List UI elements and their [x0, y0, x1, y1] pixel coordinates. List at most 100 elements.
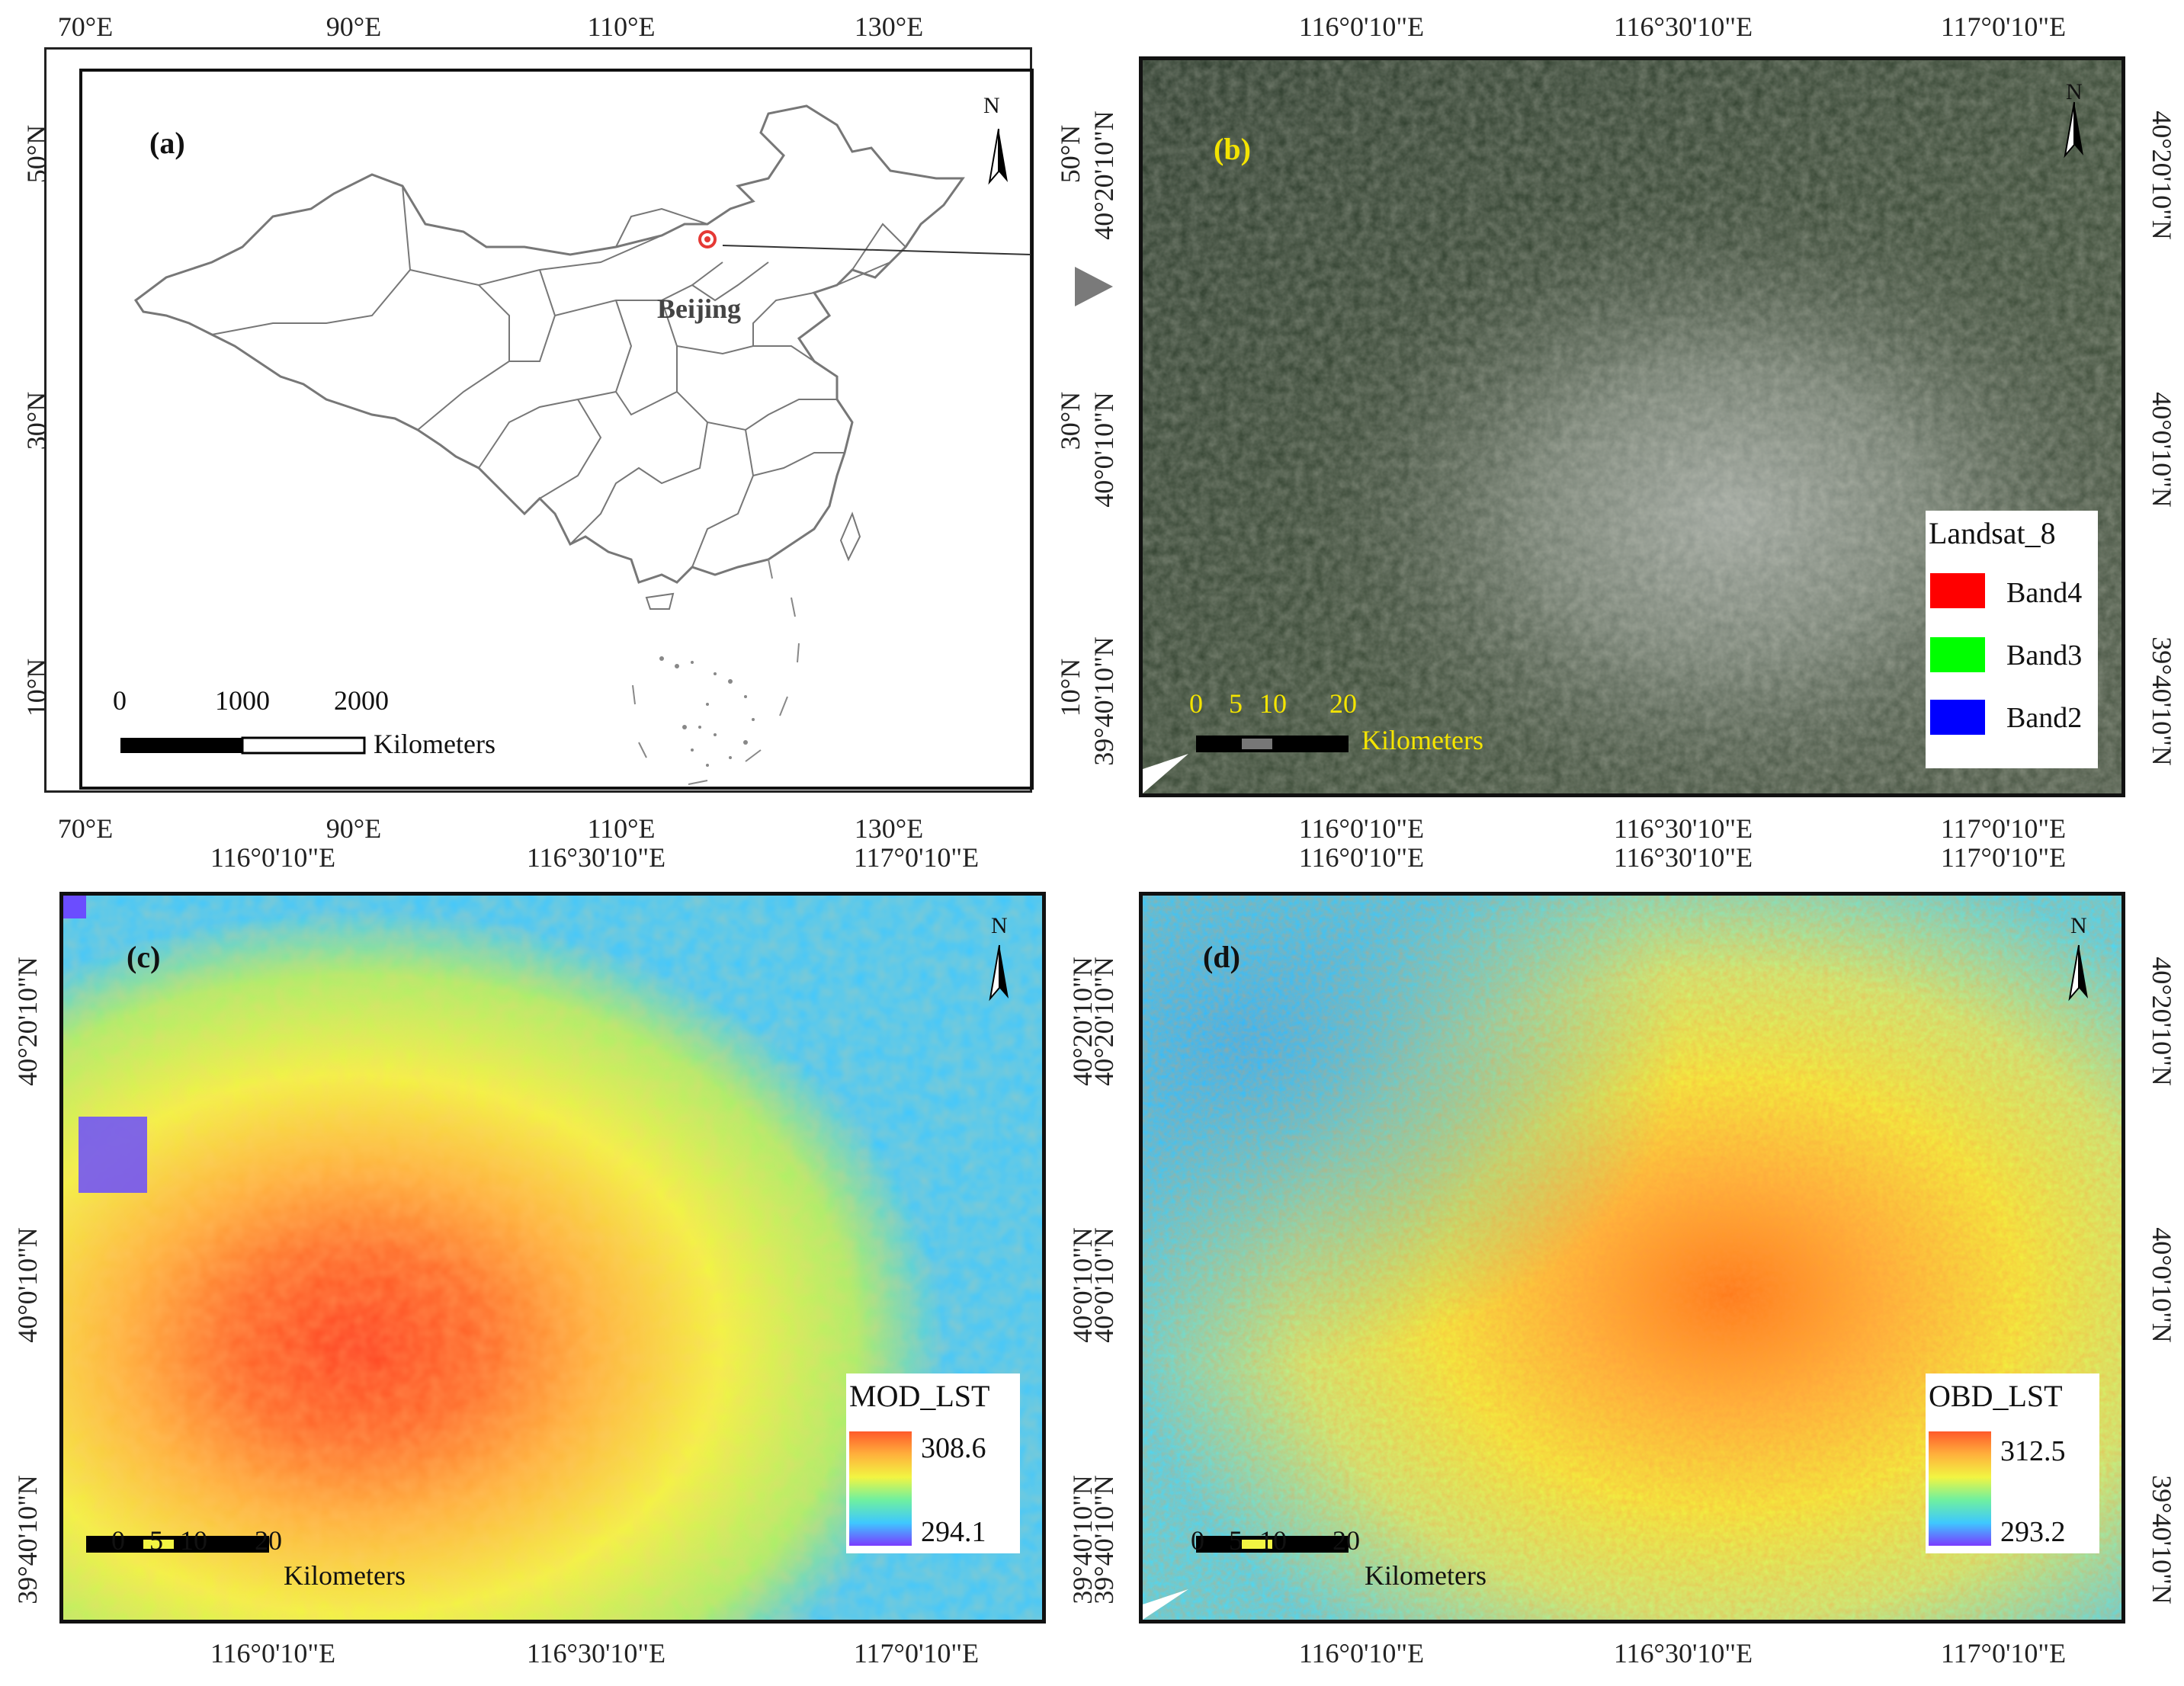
panel-b-letter: (b) — [1214, 132, 1251, 166]
tick-left: 30°N — [21, 391, 52, 450]
tick-left: 39°40'10"N — [1089, 636, 1119, 766]
tick-left: 40°0'10"N — [1089, 1227, 1119, 1343]
scale-num: 0 — [1189, 688, 1203, 719]
tick-top: 117°0'10"E — [853, 842, 980, 873]
tick-top: 116°30'10"E — [1613, 11, 1753, 42]
north-label: N — [2066, 79, 2083, 104]
scale-num-0: 0 — [113, 685, 127, 716]
tick-right: 40°0'10"N — [2147, 392, 2177, 508]
scale-num: 10 — [1259, 1525, 1287, 1556]
north-label: N — [991, 913, 1008, 938]
legend-title: OBD_LST — [1929, 1379, 2063, 1413]
scale-num: 5 — [1229, 688, 1243, 719]
china-outline-map — [120, 104, 1031, 785]
nine-dash-line — [632, 559, 800, 785]
scale-num: 5 — [149, 1525, 163, 1556]
tick-left: 40°0'10"N — [1089, 392, 1119, 508]
tick-bottom: 116°0'10"E — [1298, 1638, 1425, 1668]
legend-label: Band3 — [2006, 639, 2083, 672]
scale-num: 10 — [180, 1525, 207, 1556]
tick-bottom: 116°30'10"E — [1613, 1638, 1753, 1668]
legend-title: Landsat_8 — [1929, 516, 2056, 550]
tick-top: 116°0'10"E — [1298, 11, 1425, 42]
tick-bottom: 90°E — [326, 813, 382, 844]
tick-top: 116°0'10"E — [210, 842, 336, 873]
hainan-outline — [645, 592, 675, 610]
north-label: N — [2070, 913, 2087, 938]
legend-max: 308.6 — [921, 1432, 986, 1464]
tick-left: 40°20'10"N — [1089, 111, 1119, 240]
panel-d-letter: (d) — [1203, 940, 1240, 974]
landsat-legend: Landsat_8 Band4 Band3 Band2 — [1926, 511, 2098, 768]
china-boundary — [133, 104, 965, 584]
legend-min: 294.1 — [921, 1516, 986, 1548]
scale-num: 20 — [1329, 688, 1357, 719]
tick-left: 40°0'10"N — [12, 1227, 43, 1343]
mod-lst-legend: MOD_LST 308.6 294.1 — [846, 1373, 1020, 1553]
scale-bar-empty — [241, 736, 366, 755]
tick-right: 40°0'10"N — [2147, 1227, 2177, 1343]
tick-right: 50°N — [1055, 124, 1086, 184]
scale-num: 20 — [255, 1525, 282, 1556]
tick-right: 30°N — [1055, 391, 1086, 450]
scale-units: Kilometers — [374, 729, 495, 759]
tick-left: 40°20'10"N — [12, 957, 43, 1086]
panel-c-letter: (c) — [127, 940, 161, 974]
legend-title: MOD_LST — [849, 1379, 990, 1413]
beijing-dot — [704, 236, 710, 242]
scale-num: 20 — [1333, 1525, 1360, 1556]
tick-left: 10°N — [21, 658, 52, 717]
legend-swatch-band4 — [1930, 573, 1985, 608]
scale-bar-filled — [120, 738, 242, 753]
tick-bottom: 116°30'10"E — [526, 1638, 666, 1668]
legend-label: Band2 — [2006, 702, 2083, 734]
scale-num: 10 — [1259, 688, 1287, 719]
tick-bottom: 116°0'10"E — [1298, 813, 1425, 844]
scale-num: 5 — [1229, 1525, 1243, 1556]
scale-units: Kilometers — [1361, 725, 1483, 755]
tick-left: 39°40'10"N — [1089, 1475, 1119, 1604]
south-china-sea-islands — [659, 656, 755, 767]
tick-right: 40°20'10"N — [2147, 111, 2177, 240]
beijing-arrow-line — [722, 245, 1031, 255]
north-arrow-icon — [2068, 944, 2088, 1002]
tick-bottom: 70°E — [57, 813, 114, 844]
scale-num-2000: 2000 — [334, 685, 389, 716]
tick-top: 116°0'10"E — [1298, 842, 1425, 873]
tick-right: 40°20'10"N — [2147, 957, 2177, 1086]
tick-top: 130°E — [854, 11, 924, 42]
tick-top: 70°E — [57, 11, 114, 42]
tick-bottom: 116°30'10"E — [1613, 813, 1753, 844]
north-arrow-icon — [2064, 101, 2083, 159]
beijing-label: Beijing — [657, 293, 742, 324]
tick-top: 117°0'10"E — [1940, 842, 2067, 873]
scale-num: 0 — [111, 1525, 125, 1556]
legend-max: 312.5 — [2000, 1435, 2066, 1467]
tick-right: 39°40'10"N — [2147, 636, 2177, 766]
legend-swatch-band3 — [1930, 637, 1985, 672]
scale-num: 0 — [1191, 1525, 1204, 1556]
north-label: N — [983, 93, 1000, 118]
tick-right: 39°40'10"N — [2147, 1475, 2177, 1604]
scale-num-1000: 1000 — [215, 685, 270, 716]
tick-top: 110°E — [587, 11, 656, 42]
tick-top: 116°30'10"E — [526, 842, 666, 873]
beijing-marker — [698, 230, 717, 248]
color-ramp-bar — [1929, 1431, 1991, 1546]
connector-arrowhead-icon — [1075, 267, 1113, 306]
taiwan-outline — [839, 511, 861, 562]
legend-min: 293.2 — [2000, 1516, 2066, 1548]
legend-label: Band4 — [2006, 577, 2083, 609]
panel-a-letter: (a) — [149, 126, 185, 160]
tick-bottom: 116°0'10"E — [210, 1638, 336, 1668]
tick-top: 117°0'10"E — [1940, 11, 2067, 42]
north-arrow-icon — [989, 944, 1009, 1002]
tick-bottom: 117°0'10"E — [853, 1638, 980, 1668]
scale-bar-c — [86, 1536, 269, 1553]
tick-right: 10°N — [1055, 658, 1086, 717]
tick-left: 50°N — [21, 124, 52, 184]
color-ramp-bar — [849, 1431, 912, 1546]
province-boundaries — [211, 185, 906, 568]
panel-a-map-frame — [79, 69, 1034, 790]
tick-left: 40°20'10"N — [1089, 957, 1119, 1086]
